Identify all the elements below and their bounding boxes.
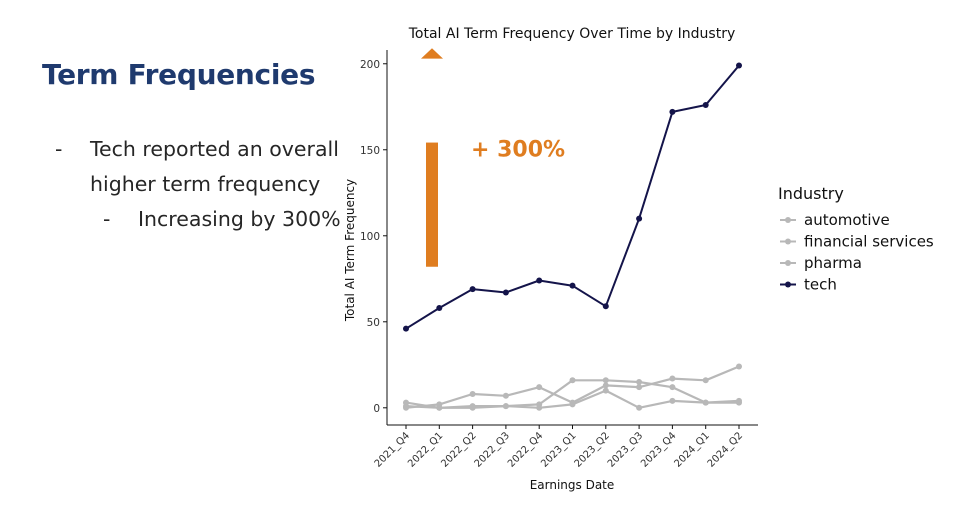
data-point-tech — [702, 102, 709, 109]
y-tick-label: 0 — [373, 403, 380, 415]
data-point-tech — [636, 215, 643, 222]
data-point-automotive — [669, 397, 676, 404]
data-point-financial-services — [602, 377, 609, 384]
x-tick-label: 2022_Q1 — [406, 430, 445, 469]
x-tick-label: 2024_Q1 — [672, 430, 711, 469]
data-point-pharma — [536, 384, 543, 391]
bullet-dash: - — [103, 207, 111, 231]
bullet-list: - Tech reported an overall higher term f… — [55, 132, 345, 237]
x-tick-label: 2024_Q2 — [706, 430, 745, 469]
bullet-item-tech: - Tech reported an overall higher term f… — [55, 132, 345, 202]
x-tick-label: 2023_Q2 — [573, 430, 612, 469]
data-point-automotive — [602, 387, 609, 394]
chart-plot-area — [403, 62, 742, 411]
data-point-automotive — [636, 404, 643, 411]
data-point-financial-services — [702, 399, 709, 406]
y-tick-label: 200 — [360, 59, 380, 71]
y-axis-title: Total AI Term Frequency — [343, 179, 357, 322]
legend-label-tech: tech — [804, 276, 837, 294]
x-tick-label: 2022_Q4 — [506, 430, 545, 469]
arrow-shaft — [426, 142, 438, 267]
data-point-pharma — [469, 391, 476, 398]
data-point-pharma — [436, 401, 443, 408]
data-point-pharma — [636, 384, 643, 391]
legend-key-dot-financial-services — [785, 238, 791, 245]
x-tick-label: 2023_Q3 — [606, 430, 645, 469]
increase-label: + 300% — [471, 138, 565, 163]
data-point-financial-services — [403, 399, 409, 406]
data-point-pharma — [702, 377, 709, 384]
bullet-text-tech: Tech reported an overall higher term fre… — [90, 137, 339, 196]
data-point-financial-services — [536, 401, 543, 408]
data-point-tech — [436, 305, 443, 312]
chart-legend: Industry automotive financial services phar… — [778, 184, 934, 294]
series-line-tech — [405, 64, 740, 330]
legend-key-dot-pharma — [785, 260, 791, 266]
data-point-tech — [736, 62, 742, 69]
increase-annotation: + 300% — [421, 48, 565, 267]
legend-key-dot-automotive — [785, 217, 791, 223]
data-point-tech — [403, 325, 409, 332]
x-tick-label: 2023_Q1 — [539, 430, 578, 469]
data-point-pharma — [502, 392, 509, 399]
legend-label-automotive: automotive — [804, 211, 890, 229]
chart-title: Total AI Term Frequency Over Time by Ind… — [408, 26, 736, 42]
data-point-tech — [536, 277, 543, 284]
y-tick-label: 150 — [360, 145, 380, 157]
bullet-dash: - — [55, 137, 63, 161]
data-point-pharma — [669, 375, 676, 382]
data-point-pharma — [602, 382, 609, 389]
data-point-financial-services — [469, 403, 476, 410]
x-axis-title: Earnings Date — [530, 478, 615, 492]
data-point-financial-services — [636, 378, 643, 385]
data-point-tech — [569, 282, 576, 289]
arrow-head — [421, 48, 443, 59]
data-point-tech — [502, 289, 509, 296]
x-tick-label: 2022_Q3 — [473, 430, 512, 469]
legend-label-pharma: pharma — [804, 254, 862, 272]
sub-bullet-text-increase: Increasing by 300% — [138, 207, 341, 231]
legend-label-financial-services: financial services — [804, 233, 934, 251]
x-tick-label: 2021_Q4 — [373, 430, 412, 469]
data-point-pharma — [569, 399, 576, 406]
y-tick-label: 100 — [360, 231, 380, 243]
data-point-pharma — [736, 363, 742, 370]
data-point-financial-services — [569, 377, 576, 384]
y-tick-label: 50 — [367, 317, 380, 329]
sub-bullet-item-increase: - Increasing by 300% — [103, 202, 345, 237]
line-chart: Total AI Term Frequency Over Time by Ind… — [343, 26, 934, 492]
data-point-tech — [602, 303, 609, 310]
data-point-financial-services — [669, 384, 676, 391]
legend-key-dot-tech — [785, 281, 791, 288]
data-point-tech — [469, 286, 476, 293]
data-point-financial-services — [736, 399, 742, 406]
legend-title: Industry — [778, 184, 844, 203]
x-tick-label: 2022_Q2 — [439, 430, 478, 469]
x-tick-label: 2023_Q4 — [639, 430, 678, 469]
data-point-financial-services — [502, 403, 509, 410]
data-point-pharma — [403, 404, 409, 411]
data-point-tech — [669, 108, 676, 115]
slide-title: Term Frequencies — [42, 58, 316, 91]
